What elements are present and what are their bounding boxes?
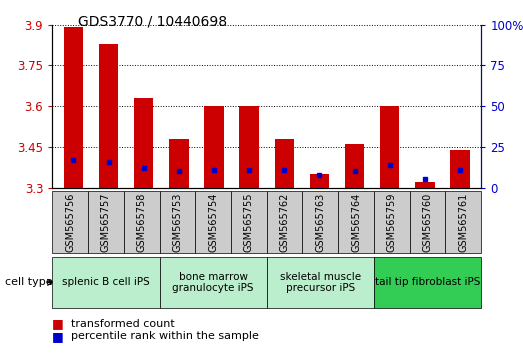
Text: bone marrow
granulocyte iPS: bone marrow granulocyte iPS [173,272,254,293]
Bar [415,182,435,188]
Bar [275,139,294,188]
Text: GSM565763: GSM565763 [315,193,325,252]
Text: splenic B cell iPS: splenic B cell iPS [62,277,150,287]
Text: GSM565756: GSM565756 [65,193,75,252]
Text: GSM565762: GSM565762 [280,193,290,252]
Bar [134,98,153,188]
Text: GDS3770 / 10440698: GDS3770 / 10440698 [78,14,228,28]
Bar [310,174,329,188]
Text: GSM565764: GSM565764 [351,193,361,252]
Text: GSM565758: GSM565758 [137,193,146,252]
Bar [380,106,400,188]
Text: percentile rank within the sample: percentile rank within the sample [71,331,258,341]
Text: GSM565753: GSM565753 [173,193,183,252]
Bar [204,106,224,188]
Bar [240,106,259,188]
Text: transformed count: transformed count [71,319,174,329]
Text: cell type: cell type [5,277,53,287]
Text: GSM565754: GSM565754 [208,193,218,252]
Bar [345,144,365,188]
Text: GSM565759: GSM565759 [387,193,397,252]
Text: GSM565760: GSM565760 [423,193,433,252]
Text: ■: ■ [52,330,64,343]
Text: GSM565761: GSM565761 [458,193,468,252]
Text: GSM565755: GSM565755 [244,192,254,252]
Text: skeletal muscle
precursor iPS: skeletal muscle precursor iPS [280,272,361,293]
Text: tail tip fibroblast iPS: tail tip fibroblast iPS [375,277,480,287]
Bar [450,150,470,188]
Text: ■: ■ [52,318,64,330]
Bar [99,44,118,188]
Bar [169,139,188,188]
Bar [64,28,83,188]
Text: GSM565757: GSM565757 [101,192,111,252]
